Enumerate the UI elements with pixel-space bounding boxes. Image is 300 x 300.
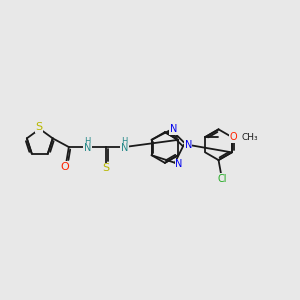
Text: S: S: [36, 122, 43, 132]
Text: N: N: [184, 140, 192, 150]
Text: N: N: [170, 124, 177, 134]
Text: Cl: Cl: [218, 174, 227, 184]
Text: H: H: [84, 137, 91, 146]
Text: N: N: [121, 143, 128, 153]
Text: N: N: [84, 143, 91, 153]
Text: O: O: [229, 132, 237, 142]
Text: H: H: [122, 137, 128, 146]
Text: N: N: [175, 159, 182, 169]
Text: O: O: [61, 162, 70, 172]
Text: S: S: [102, 163, 110, 173]
Text: CH₃: CH₃: [241, 133, 258, 142]
